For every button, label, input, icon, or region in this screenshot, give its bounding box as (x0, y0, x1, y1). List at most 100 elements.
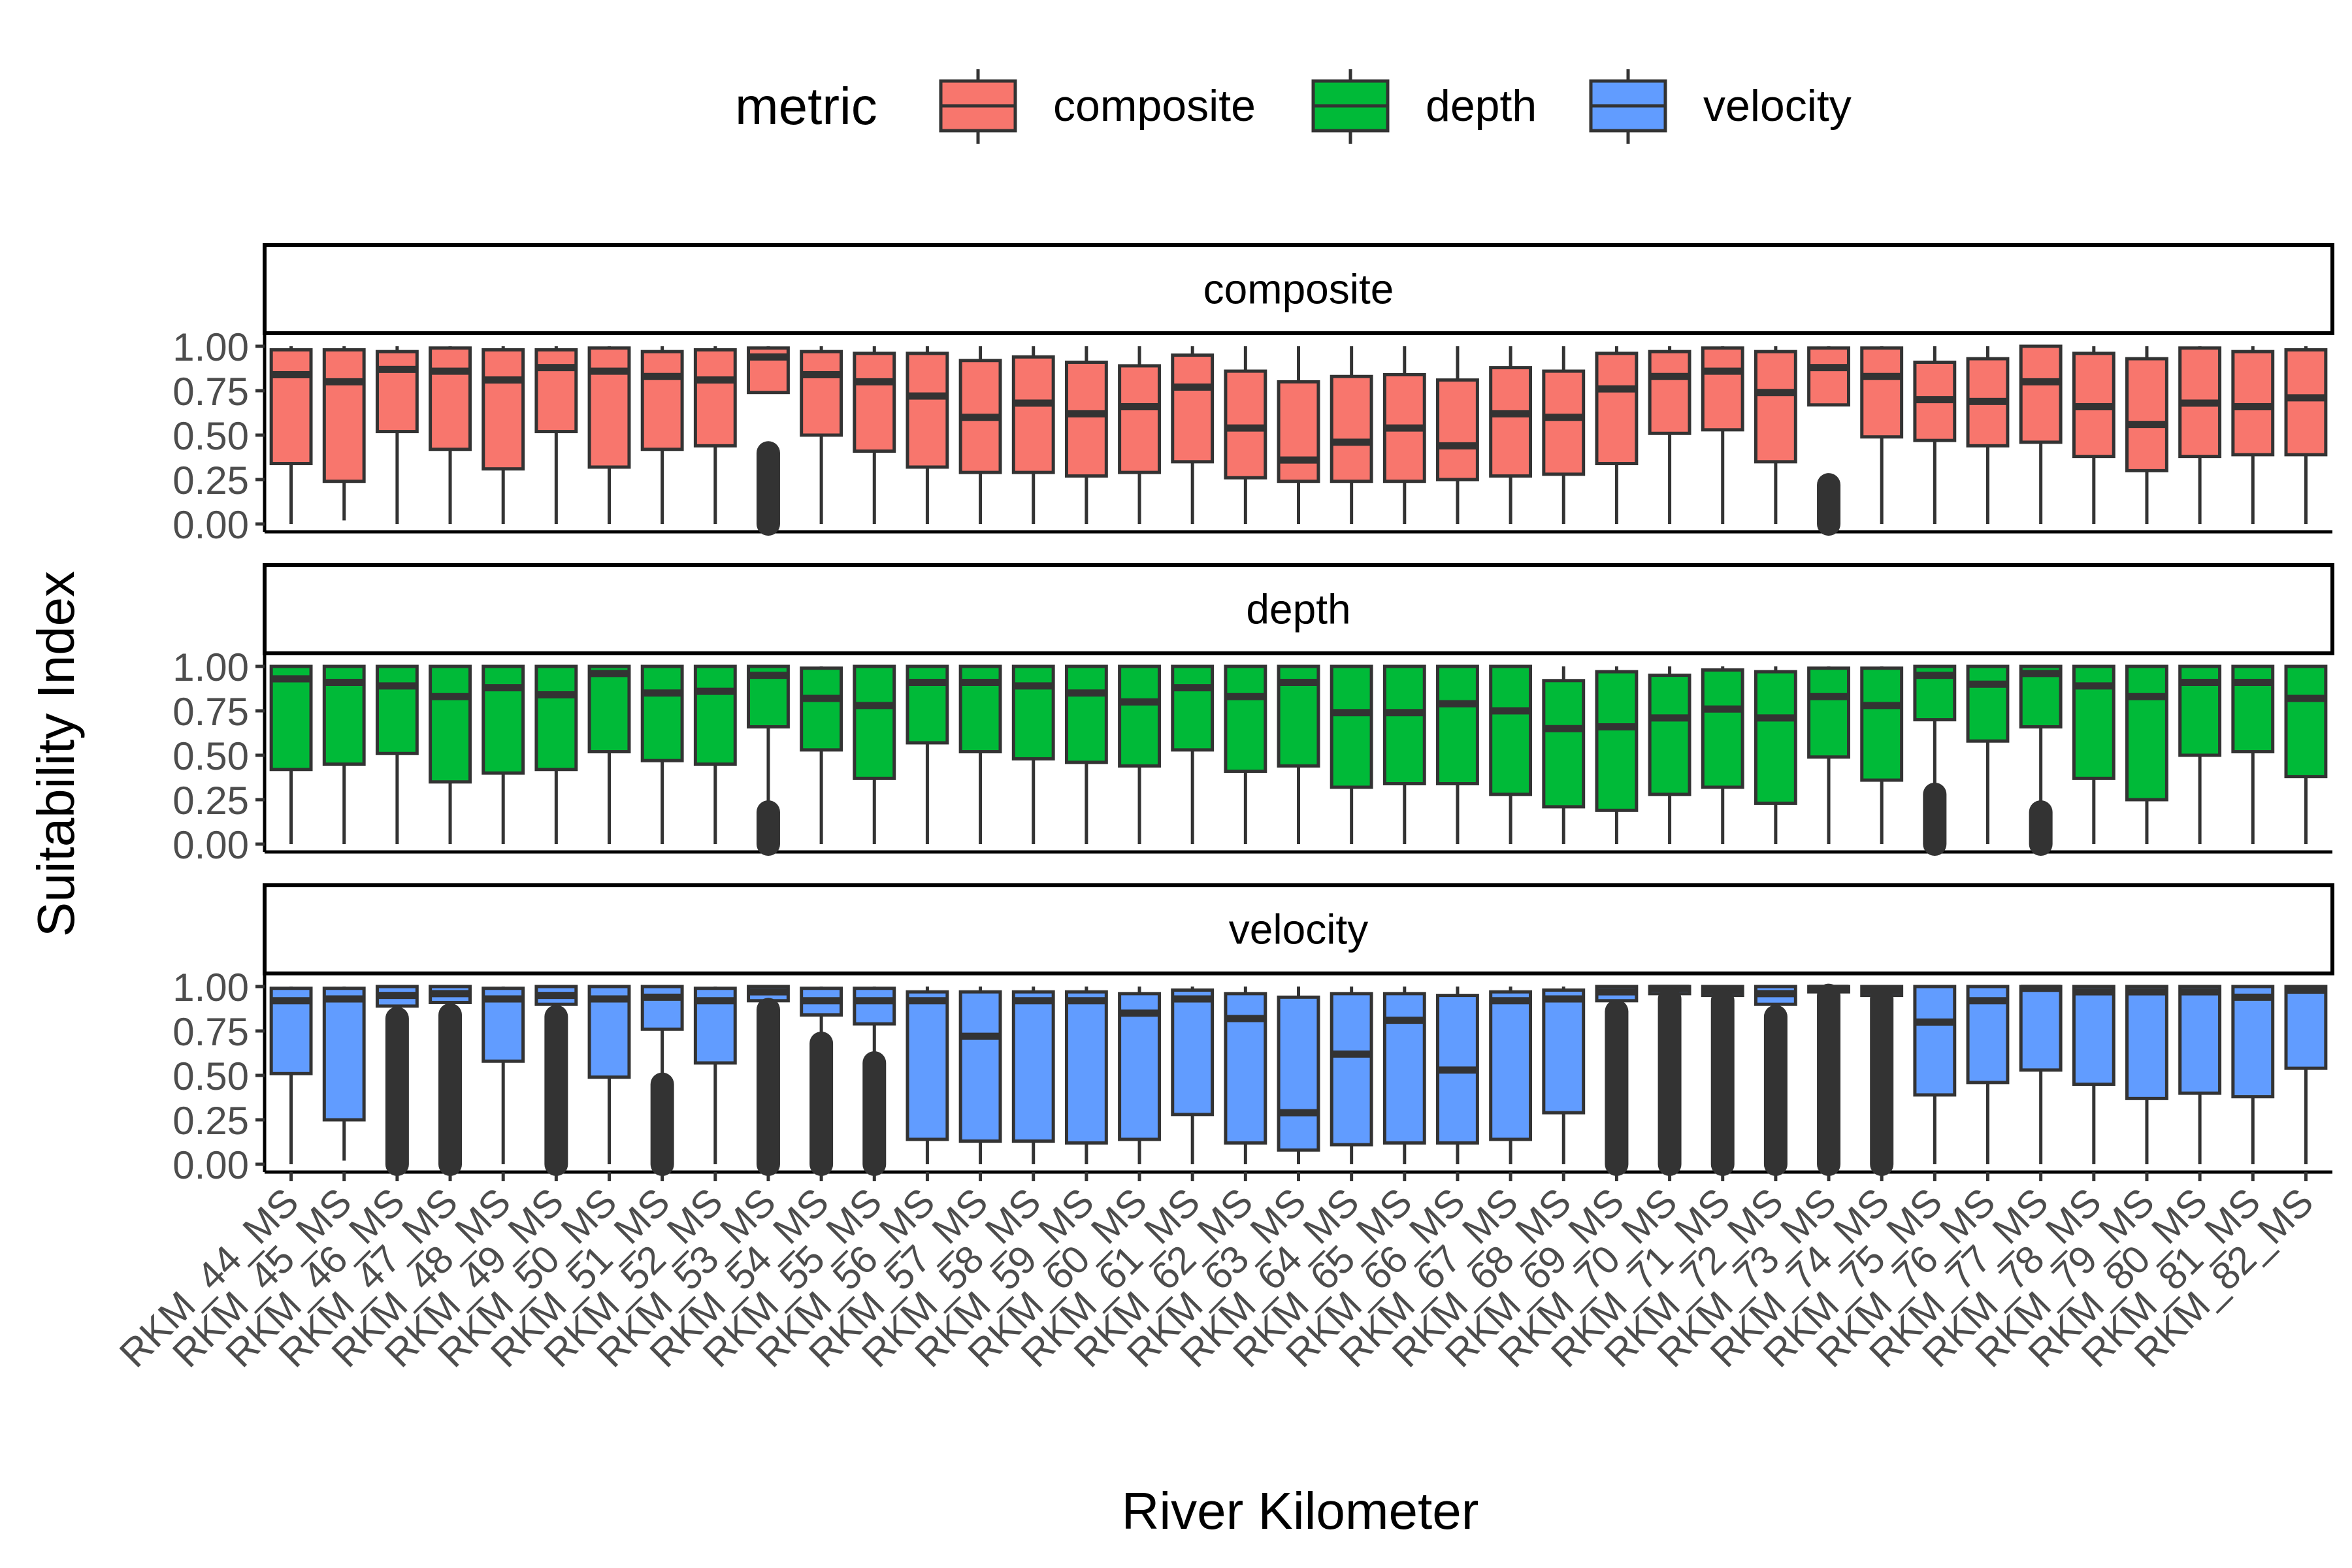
panel-composite: composite 0.000.250.500.751.00 (172, 245, 2332, 547)
iqr-box (2233, 987, 2273, 1097)
y-tick-label: 0.75 (172, 690, 249, 734)
iqr-box (483, 666, 523, 773)
iqr-box (1066, 666, 1106, 762)
iqr-box (1120, 366, 1160, 472)
iqr-box (2286, 987, 2326, 1068)
box-rkm-47-ms (431, 666, 470, 844)
iqr-box (642, 987, 682, 1029)
iqr-box (1384, 994, 1424, 1143)
box-rkm-74-ms (1862, 987, 1902, 1176)
box-rkm-69-ms (1597, 987, 1637, 1176)
box-rkm-62-ms (1226, 346, 1266, 524)
outlier-points (1923, 783, 1946, 856)
box-rkm-53-ms (749, 346, 789, 536)
legend-label-composite: composite (1053, 81, 1256, 131)
legend: metric composite depth velocity (735, 69, 1852, 144)
box-rkm-44-ms (271, 666, 311, 844)
y-tick-label: 0.50 (172, 414, 249, 458)
iqr-box (1544, 371, 1584, 474)
box-rkm-72-ms (1756, 987, 1795, 1176)
box-rkm-55-ms (855, 987, 894, 1176)
box-rkm-45-ms (324, 987, 364, 1161)
box-rkm-62-ms (1226, 666, 1266, 844)
box-rkm-54-ms (802, 666, 841, 844)
box-rkm-74-ms (1862, 346, 1902, 524)
box-rkm-55-ms (855, 346, 894, 524)
iqr-box (1173, 355, 1213, 462)
box-rkm-66-ms (1438, 987, 1478, 1164)
iqr-box (802, 351, 841, 435)
iqr-box (1703, 348, 1742, 430)
y-tick-label: 0.00 (172, 1143, 249, 1187)
iqr-box (1279, 382, 1318, 481)
outlier-points (1817, 984, 1840, 1176)
box-rkm-75-ms (1915, 666, 1955, 856)
box-rkm-66-ms (1438, 666, 1478, 844)
box-rkm-77-ms (2021, 346, 2061, 524)
outlier-points (757, 441, 780, 536)
iqr-box (2127, 359, 2167, 470)
y-tick-label: 0.00 (172, 823, 249, 867)
iqr-box (483, 350, 523, 468)
legend-entry-velocity: velocity (1591, 69, 1852, 144)
box-rkm-46-ms (377, 987, 417, 1176)
iqr-box (1862, 348, 1902, 437)
legend-entry-depth: depth (1313, 69, 1537, 144)
iqr-box (589, 348, 629, 467)
box-rkm-68-ms (1544, 346, 1584, 524)
box-rkm-73-ms (1809, 346, 1849, 536)
iqr-box (536, 666, 576, 770)
box-rkm-80-ms (2180, 346, 2220, 524)
facet-strip-label: composite (1203, 266, 1394, 313)
y-tick-label: 0.75 (172, 370, 249, 414)
iqr-box (1279, 997, 1318, 1150)
box-rkm-57-ms (960, 346, 1000, 524)
iqr-box (1226, 666, 1266, 771)
box-rkm-70-ms (1650, 666, 1690, 844)
box-rkm-69-ms (1597, 666, 1637, 844)
outlier-points (2029, 800, 2053, 856)
iqr-box (907, 992, 947, 1139)
iqr-box (855, 988, 894, 1024)
iqr-box (2127, 666, 2167, 800)
iqr-box (377, 351, 417, 431)
iqr-box (1650, 676, 1690, 794)
facet-panels: composite0.000.250.500.751.00depth0.000.… (172, 245, 2332, 1187)
box-rkm-79-ms (2127, 346, 2167, 524)
iqr-box (1173, 990, 1213, 1114)
iqr-box (1968, 666, 2008, 741)
box-rkm-64-ms (1331, 987, 1371, 1164)
iqr-box (1066, 362, 1106, 476)
iqr-box (431, 348, 470, 449)
box-rkm-47-ms (431, 346, 470, 524)
outlier-points (544, 1005, 568, 1176)
iqr-box (1438, 380, 1478, 480)
box-rkm-82-ms (2286, 666, 2326, 844)
outlier-points (757, 998, 780, 1176)
iqr-box (1173, 666, 1213, 750)
box-rkm-81-ms (2233, 346, 2273, 524)
box-rkm-74-ms (1862, 666, 1902, 844)
iqr-box (642, 666, 682, 760)
box-rkm-56-ms (907, 346, 947, 524)
box-rkm-50-ms (589, 346, 629, 524)
box-rkm-76-ms (1968, 346, 2008, 524)
box-rkm-67-ms (1491, 987, 1531, 1164)
box-rkm-51-ms (642, 346, 682, 524)
box-rkm-60-ms (1120, 666, 1160, 844)
y-tick-label: 0.50 (172, 1054, 249, 1098)
box-rkm-49-ms (536, 346, 576, 524)
outlier-points (862, 1051, 886, 1176)
box-rkm-72-ms (1756, 666, 1795, 844)
box-rkm-68-ms (1544, 666, 1584, 844)
box-rkm-79-ms (2127, 987, 2167, 1164)
iqr-box (695, 666, 735, 764)
iqr-box (907, 353, 947, 467)
box-rkm-52-ms (695, 666, 735, 844)
y-tick-label: 0.75 (172, 1010, 249, 1054)
outlier-points (809, 1032, 833, 1176)
legend-label-depth: depth (1426, 81, 1537, 131)
box-rkm-62-ms (1226, 987, 1266, 1164)
box-rkm-45-ms (324, 346, 364, 521)
box-rkm-81-ms (2233, 666, 2273, 844)
